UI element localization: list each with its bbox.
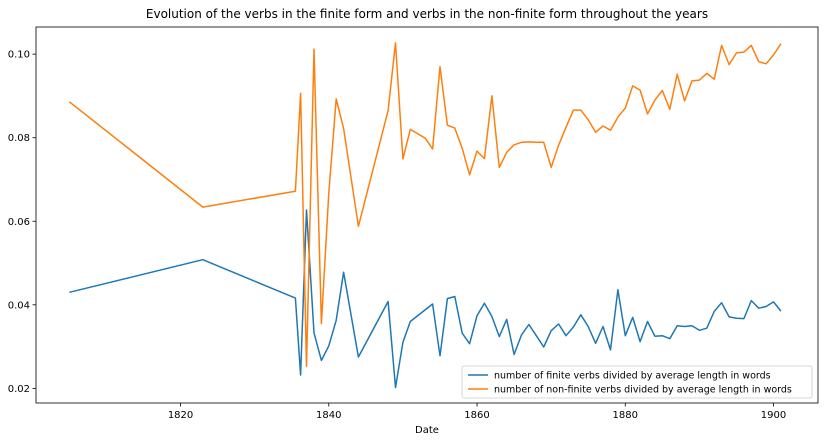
y-tick-label: 0.04 bbox=[8, 300, 30, 311]
y-tick-label: 0.02 bbox=[8, 384, 30, 395]
x-tick-label: 1860 bbox=[464, 410, 489, 421]
x-tick-label: 1840 bbox=[316, 410, 341, 421]
y-tick-label: 0.06 bbox=[8, 217, 30, 228]
x-axis-label: Date bbox=[415, 425, 439, 436]
x-tick-label: 1820 bbox=[168, 410, 193, 421]
plot-area: 1820 1840 1860 1880 1900 0.02 0.04 0.06 0.08 0.10 bbox=[8, 27, 818, 421]
x-tick-label: 1880 bbox=[613, 410, 638, 421]
x-tick-label: 1900 bbox=[761, 410, 786, 421]
y-tick-label: 0.10 bbox=[8, 50, 30, 61]
legend: number of finite verbs divided by averag… bbox=[462, 366, 812, 398]
plot-frame bbox=[36, 27, 818, 403]
legend-label-1: number of finite verbs divided by averag… bbox=[494, 371, 771, 382]
legend-label-2: number of non-finite verbs divided by av… bbox=[494, 385, 792, 396]
series-line-1 bbox=[69, 210, 781, 388]
chart-title: Evolution of the verbs in the finite for… bbox=[146, 7, 708, 21]
y-tick-label: 0.08 bbox=[8, 133, 30, 144]
series-line-2 bbox=[69, 43, 781, 366]
